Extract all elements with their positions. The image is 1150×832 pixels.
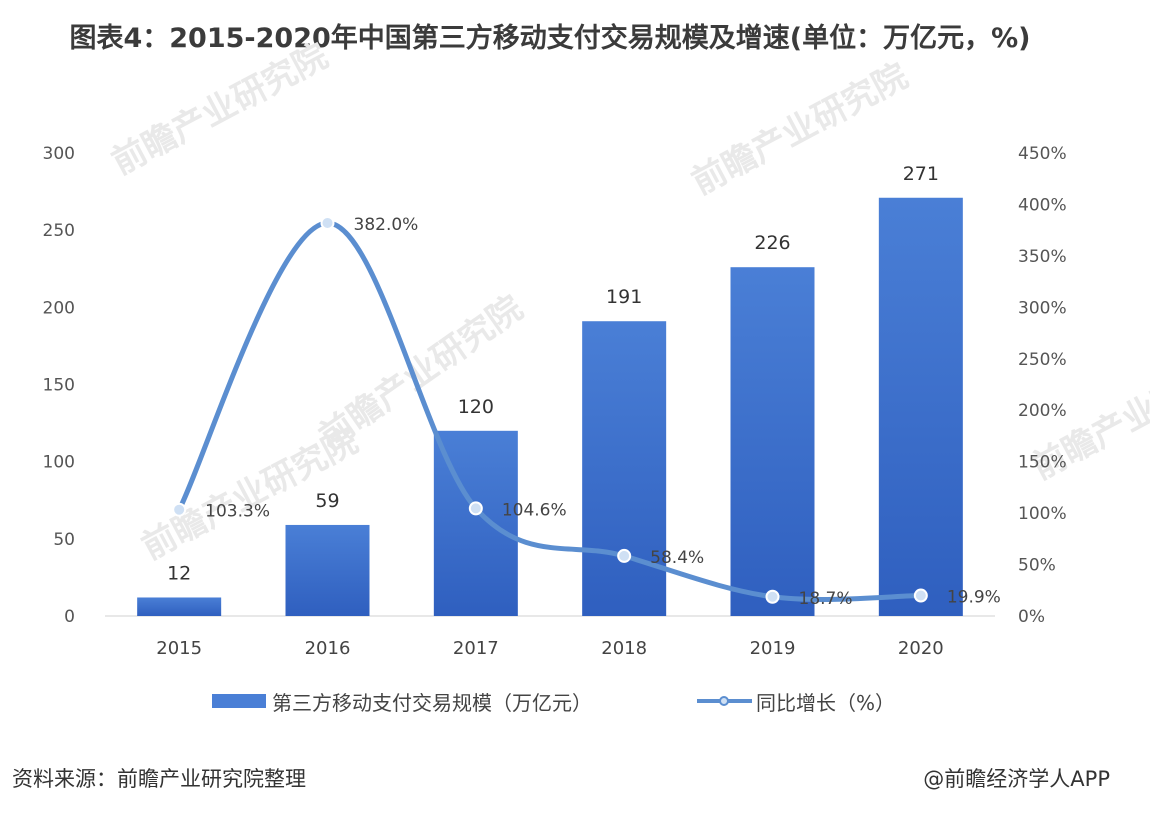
chart-title: 图表4：2015-2020年中国第三方移动支付交易规模及增速(单位：万亿元，%) [69,23,1031,54]
x-category-label: 2017 [453,638,499,659]
bar [878,197,963,617]
right-y-tick-label: 300% [1018,298,1067,318]
x-category-label: 2015 [156,638,202,659]
legend-line-label: 同比增长（%） [756,691,895,715]
bar [137,597,222,616]
bar-value-label: 59 [315,490,339,512]
legend-bar-label: 第三方移动支付交易规模（万亿元） [272,691,592,715]
left-y-tick-label: 300 [43,144,75,164]
legend-bar-swatch [212,694,266,708]
line-point-label: 104.6% [502,500,567,520]
legend: 第三方移动支付交易规模（万亿元） 同比增长（%） [212,691,895,715]
left-y-axis: 0 50 100 150 200 250 300 [43,144,75,627]
line-point [320,215,335,230]
right-y-axis: 0% 50% 100% 150% 200% 250% 300% 350% 400% 450% [1018,144,1067,627]
watermark-text: 前瞻产业研究院 [685,56,914,203]
bar-value-label: 120 [458,396,494,418]
bar [285,524,370,616]
line-point [617,548,632,563]
left-y-tick-label: 250 [43,221,75,241]
right-y-tick-label: 150% [1018,453,1067,473]
legend-line-marker [719,696,729,706]
x-axis-categories: 2015 2016 2017 2018 2019 2020 [156,638,943,659]
line-point [765,589,780,604]
line-point-label: 103.3% [205,502,270,522]
line-point-label: 382.0% [354,215,419,235]
right-y-tick-label: 250% [1018,350,1067,370]
bar-series: 12 59 120 191 226 271 [137,163,963,617]
source-note: 资料来源：前瞻产业研究院整理 [12,767,306,791]
right-y-tick-label: 50% [1018,556,1056,576]
right-y-tick-label: 0% [1018,607,1045,627]
bar-value-label: 191 [606,286,642,308]
right-y-tick-label: 350% [1018,247,1067,267]
left-y-tick-label: 200 [43,298,75,318]
x-category-label: 2019 [750,638,796,659]
right-y-tick-label: 100% [1018,504,1067,524]
left-y-tick-label: 100 [43,453,75,473]
right-y-tick-label: 200% [1018,401,1067,421]
line-point [913,588,928,603]
line-point-label: 19.9% [947,588,1001,608]
line-point-label: 18.7% [799,589,853,609]
x-category-label: 2018 [601,638,647,659]
right-y-tick-label: 450% [1018,144,1067,164]
credit-note: @前瞻经济学人APP [923,767,1110,791]
bar-value-label: 12 [167,562,191,584]
x-category-label: 2016 [305,638,351,659]
line-point-label: 58.4% [650,548,704,568]
bar-value-label: 226 [754,232,790,254]
line-point [172,502,187,517]
left-y-tick-label: 50 [53,530,75,550]
watermark-text: 前瞻产业研究院 [105,36,334,183]
left-y-tick-label: 150 [43,376,75,396]
bar-value-label: 271 [903,163,939,185]
x-category-label: 2020 [898,638,944,659]
left-y-tick-label: 0 [64,607,75,627]
bar [730,267,815,616]
right-y-tick-label: 400% [1018,195,1067,215]
line-series: 103.3% 382.0% 104.6% 58.4% 18.7% 19.9% [172,215,1001,609]
line-point [468,501,483,516]
bar [582,321,667,616]
